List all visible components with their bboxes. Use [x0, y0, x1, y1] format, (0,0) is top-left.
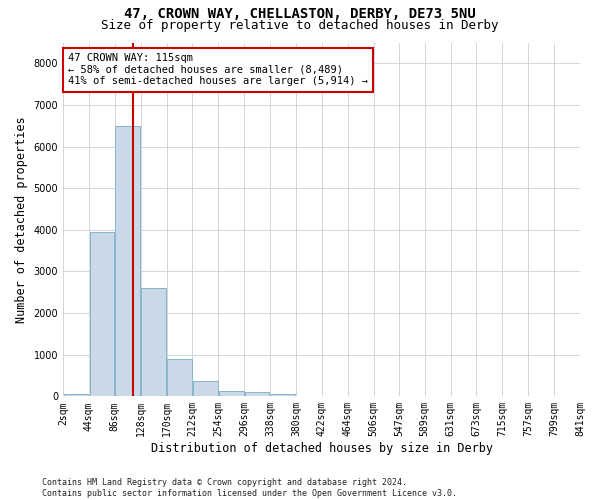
Text: Contains HM Land Registry data © Crown copyright and database right 2024.
Contai: Contains HM Land Registry data © Crown c… — [42, 478, 457, 498]
Bar — [115, 126, 140, 396]
Bar — [167, 359, 192, 397]
Bar — [89, 232, 114, 396]
Bar — [193, 380, 218, 396]
Text: 47 CROWN WAY: 115sqm
← 58% of detached houses are smaller (8,489)
41% of semi-de: 47 CROWN WAY: 115sqm ← 58% of detached h… — [68, 53, 368, 86]
X-axis label: Distribution of detached houses by size in Derby: Distribution of detached houses by size … — [151, 442, 493, 455]
Bar — [64, 394, 88, 396]
Text: Size of property relative to detached houses in Derby: Size of property relative to detached ho… — [101, 18, 499, 32]
Bar — [245, 392, 269, 396]
Bar — [142, 288, 166, 397]
Y-axis label: Number of detached properties: Number of detached properties — [15, 116, 28, 322]
Text: 47, CROWN WAY, CHELLASTON, DERBY, DE73 5NU: 47, CROWN WAY, CHELLASTON, DERBY, DE73 5… — [124, 8, 476, 22]
Bar — [271, 394, 295, 396]
Bar — [219, 391, 244, 396]
